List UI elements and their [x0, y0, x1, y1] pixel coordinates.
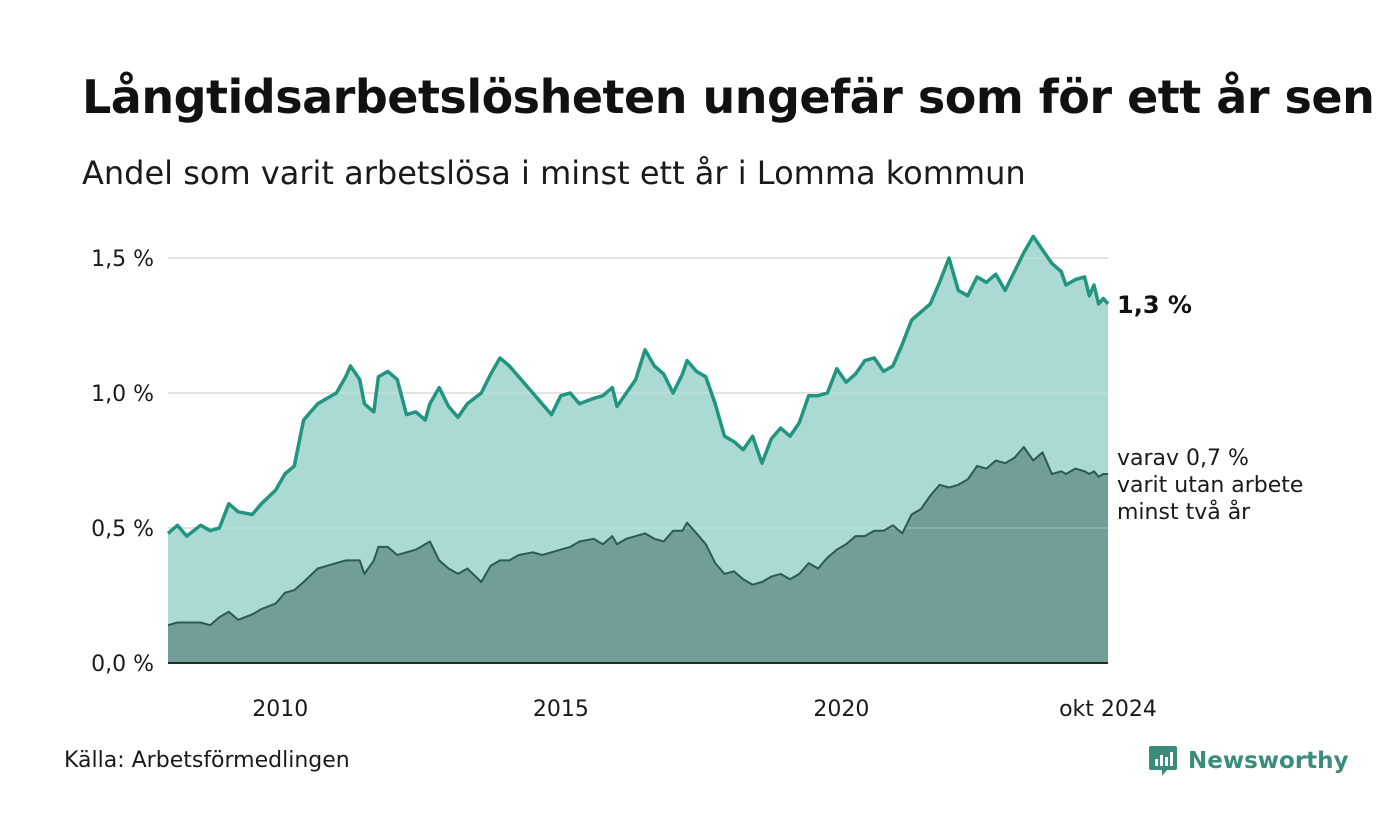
source-note: Källa: Arbetsförmedlingen: [64, 748, 350, 773]
chart-subtitle: Andel som varit arbetslösa i minst ett å…: [82, 154, 1026, 192]
x-tick-label: okt 2024: [1059, 697, 1157, 722]
series-long-line: [167, 446, 1108, 627]
y-tick-label: 1,5 %: [91, 247, 154, 272]
x-tick-label: 2010: [252, 697, 308, 722]
chart-title: Långtidsarbetslösheten ungefär som för e…: [82, 70, 1375, 124]
brand-logo[interactable]: Newsworthy: [1148, 744, 1349, 778]
long-value-label: varav 0,7 %: [1117, 446, 1249, 471]
x-tick-label: 2020: [813, 697, 869, 722]
x-tick-label: 2015: [533, 697, 589, 722]
y-tick-label: 0,5 %: [91, 517, 154, 542]
brand-name: Newsworthy: [1188, 748, 1349, 774]
y-tick-label: 0,0 %: [91, 652, 154, 677]
y-tick-label: 1,0 %: [91, 382, 154, 407]
series-total-line: [166, 234, 1110, 538]
long-value-label: minst två år: [1117, 499, 1251, 525]
series-long-area: [168, 447, 1108, 663]
newsworthy-logo-icon: [1149, 746, 1177, 776]
total-value-label: 1,3 %: [1117, 291, 1192, 319]
long-value-label: varit utan arbete: [1117, 473, 1303, 498]
